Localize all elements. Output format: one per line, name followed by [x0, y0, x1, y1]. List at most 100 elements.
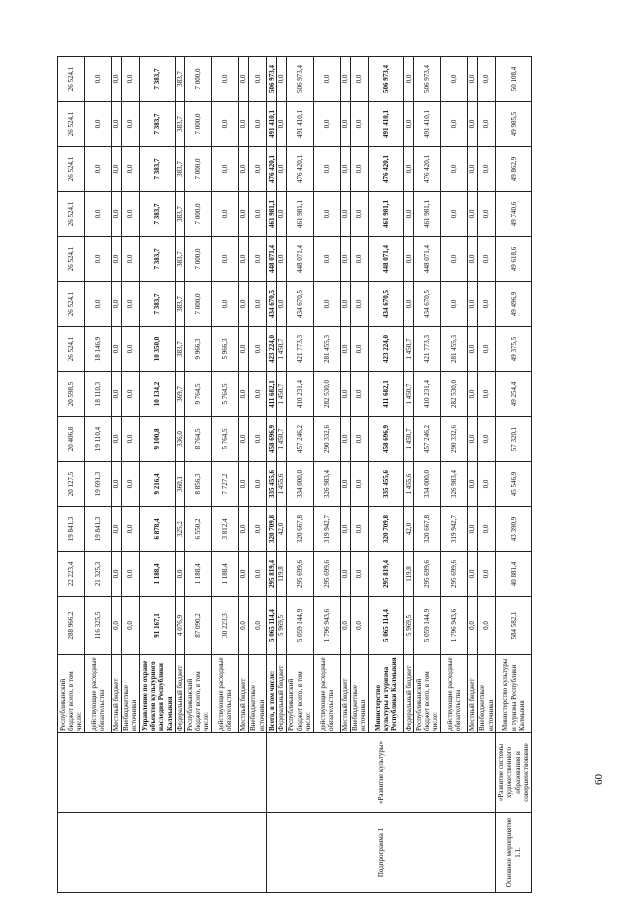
row-label: Республиканский бюджет всего, в том числ…: [57, 654, 85, 733]
year-value: 0,0: [238, 191, 249, 237]
year-value: 461 981,1: [413, 191, 441, 237]
year-value: 0,0: [350, 416, 369, 462]
year-value: 0,0: [477, 101, 496, 147]
year-value: 290 332,6: [313, 416, 341, 462]
year-value: 281 455,3: [440, 326, 468, 372]
year-value: 0,0: [248, 416, 267, 462]
row-label: Внебюджетные источники: [477, 654, 496, 733]
year-value: 0,0: [350, 281, 369, 327]
row-label: Республиканский бюджет всего, в том числ…: [184, 654, 212, 733]
year-value: 0,0: [350, 551, 369, 597]
year-value: 49 375,5: [495, 326, 532, 372]
year-value: 282 530,0: [440, 371, 468, 417]
year-value: 0,0: [477, 236, 496, 282]
year-value: 0,0: [84, 191, 112, 237]
year-value: 458 696,9: [368, 416, 404, 462]
year-value: 0,0: [477, 191, 496, 237]
row-label: действующие расходные обязательства: [211, 654, 239, 733]
year-value: 383,7: [175, 281, 185, 327]
year-value: 0,0: [340, 461, 351, 507]
year-value: 0,0: [111, 101, 122, 147]
year-value: 0,0: [248, 461, 267, 507]
year-value: 0,0: [313, 146, 341, 192]
total-value: 30 223,3: [211, 596, 239, 655]
row-label: Федеральный бюджет: [403, 654, 414, 733]
year-value: 7 383,7: [139, 56, 176, 102]
year-value: 334 000,0: [413, 461, 441, 507]
year-value: 383,7: [175, 191, 185, 237]
year-value: 320 709,8: [266, 506, 277, 552]
rotated-page: Республиканский бюджет всего, в том числ…: [57, 56, 605, 893]
year-value: 5 966,3: [211, 326, 239, 372]
year-value: 0,0: [111, 326, 122, 372]
row-label: Внебюджетные источники: [121, 654, 140, 733]
year-value: 326 983,4: [313, 461, 341, 507]
year-value: 6 878,4: [139, 506, 176, 552]
total-value: 5 969,5: [276, 596, 287, 655]
year-value: 0,0: [350, 326, 369, 372]
year-value: 0,0: [84, 146, 112, 192]
year-value: 0,0: [340, 326, 351, 372]
year-value: 434 670,5: [286, 281, 314, 327]
budget-table: Республиканский бюджет всего, в том числ…: [57, 56, 532, 893]
year-value: 0,0: [238, 101, 249, 147]
year-value: 0,0: [467, 506, 478, 552]
year-value: 457 246,2: [413, 416, 441, 462]
year-value: 0,0: [477, 416, 496, 462]
year-value: 10 134,2: [139, 371, 176, 417]
year-value: 0,0: [238, 56, 249, 102]
table-row: Республиканский бюджет всего, в том числ…: [57, 56, 267, 893]
year-value: 0,0: [440, 236, 468, 282]
year-value: 50 108,4: [495, 56, 532, 102]
year-value: 57 320,1: [495, 416, 532, 462]
year-value: 461 981,1: [368, 191, 404, 237]
total-value: 584 582,1: [495, 596, 532, 655]
year-value: 0,0: [477, 461, 496, 507]
year-value: 26 524,1: [57, 191, 85, 237]
year-value: 7 000,0: [184, 191, 212, 237]
total-value: 5 065 114,4: [266, 596, 277, 655]
year-value: 0,0: [121, 101, 140, 147]
year-value: 295 699,6: [313, 551, 341, 597]
year-value: 0,0: [340, 371, 351, 417]
year-value: 0,0: [111, 506, 122, 552]
total-value: 0,0: [248, 596, 267, 655]
total-value: 0,0: [121, 596, 140, 655]
year-value: 0,0: [440, 146, 468, 192]
year-value: 18 146,9: [84, 326, 112, 372]
year-value: 0,0: [211, 146, 239, 192]
year-value: 319 942,7: [313, 506, 341, 552]
table-row: Подпрограмма 1 «Развитие культуры» Всего, …: [266, 56, 496, 893]
year-value: 0,0: [350, 371, 369, 417]
year-value: 0,0: [111, 416, 122, 462]
year-value: 491 410,1: [413, 101, 441, 147]
year-value: 26 524,1: [57, 236, 85, 282]
subprogram-label: Подпрограмма 1: [266, 812, 496, 893]
year-value: 3 812,4: [211, 506, 239, 552]
total-value: 0,0: [238, 596, 249, 655]
year-value: 0,0: [211, 56, 239, 102]
year-value: 448 071,4: [286, 236, 314, 282]
year-value: 0,0: [121, 371, 140, 417]
year-value: 326 983,4: [440, 461, 468, 507]
total-value: 4 076,9: [175, 596, 185, 655]
total-value: 5 065 114,4: [368, 596, 404, 655]
total-value: 288 966,2: [57, 596, 85, 655]
row-label: Республиканский бюджет всего, в том числ…: [286, 654, 314, 733]
year-value: 335 455,6: [266, 461, 277, 507]
year-value: 0,0: [403, 101, 414, 147]
year-value: 26 524,1: [57, 56, 85, 102]
year-value: 457 246,2: [286, 416, 314, 462]
year-value: 19 841,3: [84, 506, 112, 552]
year-value: 0,0: [238, 551, 249, 597]
year-value: 1 450,7: [276, 326, 287, 372]
row-label: действующие расходные обязательства: [440, 654, 468, 733]
year-value: 9 764,5: [184, 371, 212, 417]
year-value: 0,0: [238, 236, 249, 282]
year-value: 0,0: [248, 506, 267, 552]
year-value: 0,0: [350, 56, 369, 102]
year-value: 0,0: [350, 146, 369, 192]
year-value: 22 223,4: [57, 551, 85, 597]
row-label: Федеральный бюджет: [175, 654, 185, 733]
total-value: 0,0: [467, 596, 478, 655]
